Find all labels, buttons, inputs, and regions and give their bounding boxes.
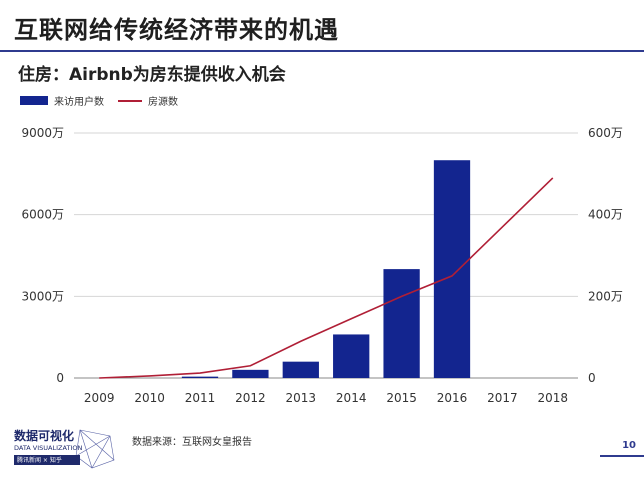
x-tick-label: 2017: [487, 391, 518, 405]
left-tick-label: 3000万: [21, 289, 64, 303]
x-tick-label: 2012: [235, 391, 266, 405]
left-tick-label: 0: [56, 371, 64, 385]
x-tick-label: 2009: [84, 391, 115, 405]
data-visualization-logo: 数据可视化 DATA VISUALIZATION 腾讯新闻 × 知乎: [14, 428, 115, 469]
left-tick-label: 9000万: [21, 126, 64, 140]
x-tick-label: 2010: [134, 391, 165, 405]
x-tick-label: 2018: [538, 391, 569, 405]
bar: [232, 369, 269, 378]
x-tick-label: 2011: [185, 391, 216, 405]
x-tick-label: 2016: [437, 391, 468, 405]
right-tick-label: 200万: [588, 289, 623, 303]
left-tick-label: 6000万: [21, 208, 64, 222]
chart-subtitle: 住房：Airbnb为房东提供收入机会: [18, 65, 286, 85]
bar: [282, 361, 319, 378]
chart-legend: 来访用户数 房源数: [20, 93, 178, 108]
logo-title: 数据可视化: [14, 428, 74, 443]
x-tick-label: 2014: [336, 391, 367, 405]
series-line: [99, 177, 554, 379]
bar: [181, 376, 219, 378]
x-tick-label: 2015: [386, 391, 417, 405]
right-tick-label: 0: [588, 371, 596, 385]
bar: [433, 160, 471, 378]
page-number-rule: [600, 455, 644, 457]
page-number: 10: [622, 440, 636, 451]
legend-label-bar: 来访用户数: [54, 97, 104, 108]
data-source: 数据来源：互联网女皇报告: [132, 437, 252, 448]
logo-subtitle: DATA VISUALIZATION: [14, 444, 82, 452]
legend-label-line: 房源数: [148, 97, 178, 108]
x-tick-label: 2013: [286, 391, 317, 405]
bar: [333, 334, 370, 378]
right-tick-label: 600万: [588, 126, 623, 140]
legend-swatch-line: [118, 99, 142, 102]
logo-tag: 腾讯新闻 × 知乎: [17, 456, 62, 464]
page-title: 互联网给传统经济带来的机遇: [14, 16, 339, 44]
bar: [383, 269, 420, 378]
right-tick-label: 400万: [588, 208, 623, 222]
legend-swatch-bar: [20, 96, 48, 105]
title-divider: [0, 50, 644, 52]
